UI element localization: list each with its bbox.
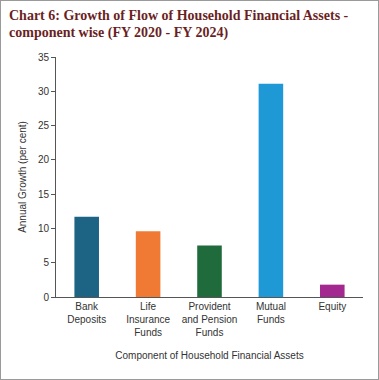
svg-text:30: 30 <box>38 86 50 97</box>
svg-text:10: 10 <box>38 223 50 234</box>
svg-text:35: 35 <box>38 52 50 63</box>
svg-text:20: 20 <box>38 154 50 165</box>
svg-text:Annual Growth (per cent): Annual Growth (per cent) <box>17 121 28 233</box>
svg-text:BankDeposits: BankDeposits <box>67 301 106 325</box>
html-text:Chart 6: Growth of Flow of Hou: Chart 6: Growth of Flow of Household Fin… <box>9 8 349 40</box>
svg-text:0: 0 <box>43 292 49 303</box>
svg-text:5: 5 <box>43 257 49 268</box>
svg-text:Equity: Equity <box>318 301 346 312</box>
svg-text:MutualFunds: MutualFunds <box>256 301 286 325</box>
svg-text:Providentand PensionFunds: Providentand PensionFunds <box>182 301 238 338</box>
svg-text:15: 15 <box>38 189 50 200</box>
svg-text:25: 25 <box>38 120 50 131</box>
svg-text:Component of Household Financi: Component of Household Financial Assets <box>115 350 303 361</box>
svg-text:LifeInsuranceFunds: LifeInsuranceFunds <box>126 301 170 338</box>
